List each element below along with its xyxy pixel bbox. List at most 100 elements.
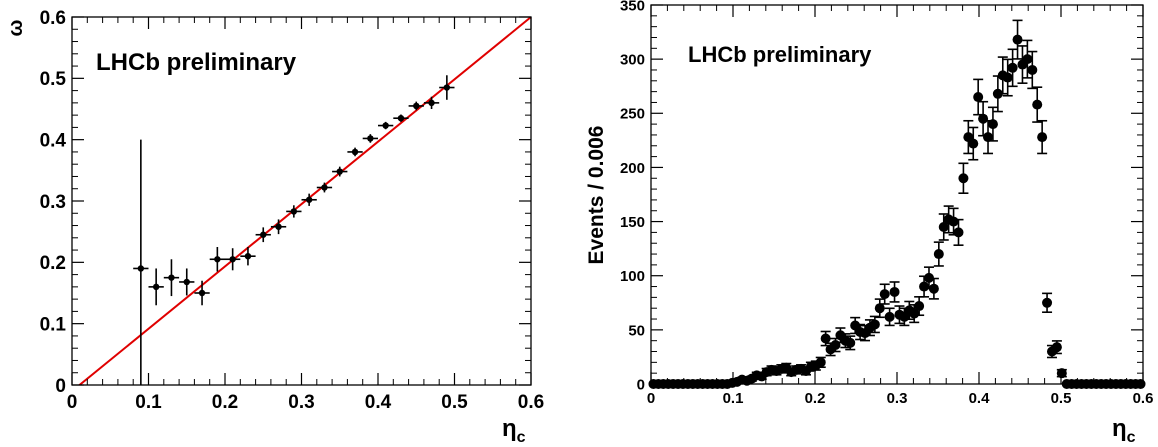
marker	[214, 256, 221, 263]
r-y-tick-label: 300	[620, 52, 645, 69]
r-y-tick-label: 50	[628, 322, 645, 339]
data-point	[884, 307, 895, 327]
marker	[815, 357, 826, 368]
data-point	[209, 247, 225, 272]
data-point	[889, 281, 900, 303]
marker	[397, 115, 405, 122]
data-point	[148, 268, 164, 306]
data-point	[1042, 292, 1053, 314]
marker	[928, 283, 939, 294]
data-point	[423, 96, 440, 109]
marker	[948, 216, 959, 227]
marker	[244, 253, 252, 260]
r-y-tick-label: 250	[620, 106, 645, 123]
data-point	[968, 126, 979, 161]
l-x-tick-label: 0.5	[441, 392, 468, 413]
data-point	[1032, 86, 1043, 123]
data-point	[240, 247, 256, 266]
marker	[879, 289, 890, 300]
data-point	[1022, 39, 1033, 79]
marker	[1002, 72, 1013, 83]
right-x-axis-label-sub: c	[1127, 429, 1136, 446]
data-point	[301, 193, 317, 206]
data-point	[978, 100, 989, 137]
data-point	[963, 119, 974, 155]
r-y-tick-label: 0	[637, 376, 645, 393]
marker	[336, 168, 343, 175]
fit-line	[77, 17, 531, 385]
data-point	[439, 75, 455, 100]
l-y-tick-label: 0.6	[40, 8, 66, 29]
marker	[889, 286, 900, 297]
l-x-tick-label: 0.3	[288, 392, 314, 413]
marker	[968, 138, 979, 149]
l-y-tick-label: 0.2	[40, 253, 66, 274]
left-plot-area	[77, 17, 531, 385]
data-point	[874, 298, 885, 319]
marker	[1012, 34, 1023, 45]
marker	[845, 337, 856, 348]
marker	[933, 249, 944, 260]
marker	[958, 173, 969, 184]
left-chart: LHCb preliminary 0 0.1 0.2 0.3 0.4 0.5 0.6 0 0.1…	[5, 8, 544, 446]
marker	[1042, 297, 1053, 308]
r-x-tick-label: 0.1	[723, 390, 744, 407]
marker	[152, 283, 160, 291]
left-x-axis-label-sub: c	[517, 429, 526, 446]
marker	[973, 92, 984, 103]
data-point	[1056, 368, 1067, 379]
r-x-tick-label: 0.2	[805, 390, 826, 407]
marker	[820, 333, 831, 344]
marker	[137, 265, 145, 272]
marker	[884, 311, 895, 322]
data-point	[1027, 50, 1038, 90]
data-point	[815, 356, 826, 369]
marker	[351, 148, 359, 156]
r-x-tick-label: 0.4	[969, 390, 991, 407]
marker	[830, 340, 841, 351]
right-chart: LHCb preliminary 0 0.1 0.2 0.3 0.4 0.5 0.6 0 50 1…	[585, 0, 1153, 446]
l-x-tick-label: 0.2	[212, 392, 238, 413]
right-plot-area	[648, 19, 1146, 389]
data-point	[973, 78, 984, 116]
left-ticks: 0 0.1 0.2 0.3 0.4 0.5 0.6 0 0.1 0.2 0.3 0.4 0.5 0.6	[40, 8, 545, 413]
marker	[229, 256, 236, 263]
data-point	[163, 259, 180, 297]
marker	[168, 274, 175, 281]
data-point	[194, 280, 210, 306]
marker	[914, 301, 925, 312]
r-y-tick-label: 150	[620, 214, 645, 231]
data-point	[362, 134, 378, 143]
left-y-axis-label: ω	[5, 19, 27, 36]
r-x-tick-label: 0.5	[1051, 390, 1072, 407]
data-point	[270, 219, 287, 235]
data-point	[179, 268, 195, 296]
marker	[275, 223, 282, 230]
marker	[919, 281, 930, 292]
data-point	[983, 119, 994, 155]
l-x-tick-label: 0.1	[135, 392, 162, 413]
l-x-tick-label: 0.6	[518, 392, 544, 413]
r-y-tick-label: 200	[620, 160, 645, 177]
marker	[290, 208, 298, 215]
data-point	[879, 283, 890, 305]
marker	[909, 308, 920, 319]
data-point	[938, 213, 949, 241]
right-annotation: LHCb preliminary	[688, 42, 872, 67]
data-point	[958, 162, 969, 195]
marker	[382, 122, 389, 129]
marker	[953, 227, 964, 238]
right-ticks: 0 0.1 0.2 0.3 0.4 0.5 0.6 0 50 100 150 200 250 300 350	[620, 0, 1153, 407]
l-y-tick-label: 0.4	[40, 131, 67, 152]
right-x-axis-label-main: η	[1112, 415, 1127, 442]
marker	[367, 135, 374, 142]
r-x-tick-label: 0.6	[1133, 390, 1154, 407]
r-x-tick-label: 0	[647, 390, 655, 407]
marker	[413, 102, 420, 110]
l-x-tick-label: 0	[67, 392, 78, 413]
marker	[305, 196, 313, 203]
marker	[987, 119, 998, 130]
marker	[1007, 62, 1018, 73]
marker	[321, 184, 328, 191]
